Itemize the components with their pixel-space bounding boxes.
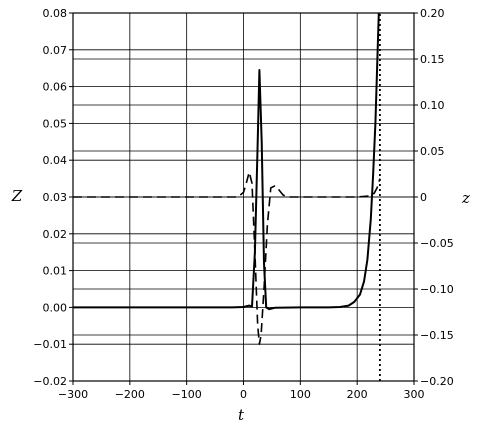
x-tick-label: 300 xyxy=(404,388,425,401)
left-tick-label: −0.01 xyxy=(33,338,67,351)
right-tick-label: −0.20 xyxy=(420,375,454,388)
series-line-dashed xyxy=(73,171,381,346)
right-tick-label: 0.15 xyxy=(420,53,445,66)
right-tick-label: −0.05 xyxy=(420,237,454,250)
right-tick-label: 0.20 xyxy=(420,7,445,20)
right-tick-label: −0.10 xyxy=(420,283,454,296)
x-tick-label: 0 xyxy=(240,388,247,401)
left-tick-label: 0.03 xyxy=(43,191,68,204)
tick-labels: −300 −200 −100 0 100 200 300 −0.02 −0.01 0.00 0.01… xyxy=(33,7,453,401)
right-tick-label: −0.15 xyxy=(420,329,454,342)
series-line-solid xyxy=(73,12,380,311)
ticks xyxy=(69,12,418,385)
x-tick-label: 200 xyxy=(347,388,368,401)
left-tick-label: 0.01 xyxy=(43,265,68,278)
right-tick-label: 0.10 xyxy=(420,99,445,112)
left-tick-label: 0.02 xyxy=(43,228,68,241)
x-tick-label: 100 xyxy=(290,388,311,401)
left-tick-label: 0.08 xyxy=(43,7,68,20)
y-axis-label-left: Z xyxy=(11,187,23,205)
left-tick-label: 0.07 xyxy=(43,44,68,57)
x-tick-label: −200 xyxy=(115,388,145,401)
left-tick-label: −0.02 xyxy=(33,375,67,388)
x-axis-label: t xyxy=(238,406,245,424)
left-tick-label: 0.04 xyxy=(43,154,68,167)
x-tick-label: −100 xyxy=(172,388,202,401)
curves xyxy=(73,12,381,381)
left-tick-label: 0.06 xyxy=(43,81,68,94)
right-tick-label: 0 xyxy=(420,191,427,204)
left-tick-label: 0.05 xyxy=(43,117,68,130)
y-axis-label-right: z xyxy=(461,189,470,207)
x-tick-label: −300 xyxy=(58,388,88,401)
right-tick-label: 0.05 xyxy=(420,145,445,158)
left-tick-label: 0.00 xyxy=(43,301,68,314)
